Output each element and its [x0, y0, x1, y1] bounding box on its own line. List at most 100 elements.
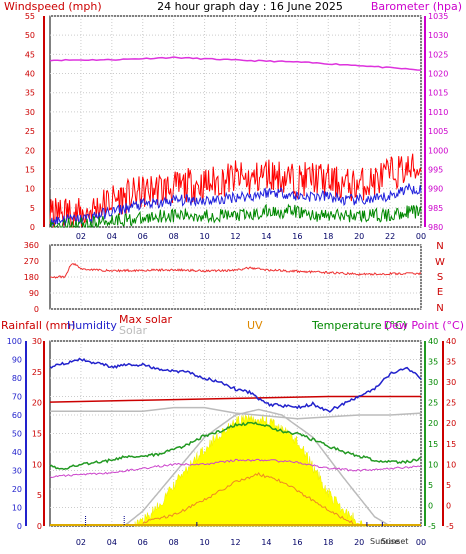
average-wind-series: [50, 183, 422, 227]
wind-barometer-panel: 0510152025303540455055980985990995100010…: [25, 12, 449, 241]
windspeed-tick-label: 55: [25, 12, 35, 21]
compass-label-w: W: [435, 257, 445, 268]
max-solar-legend: Max solar: [119, 313, 172, 326]
rainfall-tick-label: 30: [32, 337, 42, 346]
dew-point-tick-label: 0: [446, 501, 451, 510]
rainfall-tick-label: 25: [32, 368, 42, 377]
wind-direction-series: [49, 262, 422, 279]
humidity-tick-label: 20: [12, 485, 22, 494]
barometer-tick-label: 990: [428, 185, 443, 194]
windspeed-tick-label: 45: [25, 50, 35, 59]
temperature-tick-label: 5: [428, 481, 433, 490]
dew-point-tick-label: 25: [446, 399, 456, 408]
time-tick-label: 18: [323, 538, 333, 547]
time-tick-label: 08: [169, 232, 179, 241]
time-tick-label: 08: [169, 538, 179, 547]
dew-point-axis-title: Dew Point (°C): [384, 319, 464, 332]
barometer-tick-label: 1025: [428, 50, 448, 59]
sunset-label: Sunset: [381, 537, 408, 546]
windspeed-tick-label: 5: [30, 204, 35, 213]
uv-legend: UV: [247, 319, 263, 332]
rainfall-tick-label: 10: [32, 460, 42, 469]
sunrise-label: Sunrise: [370, 537, 400, 546]
uv-series: [142, 471, 360, 527]
humidity-tick-label: 30: [12, 467, 22, 476]
temperature-series: [49, 421, 422, 471]
max-solar-curve: [123, 408, 389, 527]
windspeed-axis-title: Windspeed (mph): [4, 0, 102, 13]
windspeed-tick-label: 35: [25, 89, 35, 98]
rainfall-tick-label: 0: [37, 522, 42, 531]
barometer-axis-title: Barometer (hpa): [371, 0, 462, 13]
dew-point-tick-label: 10: [446, 460, 456, 469]
time-tick-label: 02: [76, 232, 86, 241]
humidity-axis-title: Humidity: [67, 319, 117, 332]
humidity-tick-label: 80: [12, 374, 22, 383]
temperature-tick-label: 30: [428, 378, 438, 387]
humidity-tick-label: 40: [12, 448, 22, 457]
time-tick-label: 10: [199, 538, 209, 547]
humidity-tick-label: 60: [12, 411, 22, 420]
humidity-tick-label: 50: [12, 430, 22, 439]
windspeed-tick-label: 0: [30, 223, 35, 232]
dew-point-series: [49, 458, 422, 479]
compass-label-e: E: [437, 287, 443, 298]
time-tick-label: 06: [138, 232, 148, 241]
solar-series: [50, 406, 422, 420]
compass-label-n-top: N: [436, 241, 443, 252]
time-tick-label: 04: [107, 538, 117, 547]
temperature-tick-label: 15: [428, 440, 438, 449]
dew-point-tick-label: 5: [446, 481, 451, 490]
barometer-tick-label: 995: [428, 165, 443, 174]
dew-point-tick-label: 15: [446, 440, 456, 449]
time-tick-label: 10: [199, 232, 209, 241]
gust-series: [49, 153, 422, 228]
barometer-tick-label: 1010: [428, 108, 448, 117]
barometer-series: [49, 56, 422, 71]
dew-point-tick-label: 35: [446, 358, 456, 367]
barometer-tick-label: 1000: [428, 146, 448, 155]
time-tick-label: 14: [261, 538, 271, 547]
temperature-tick-label: 20: [428, 419, 438, 428]
rainfall-axis-title: Rainfall (mm): [1, 319, 75, 332]
time-tick-label: 20: [354, 538, 364, 547]
chart-title: 24 hour graph day : 16 June 2025: [157, 0, 343, 13]
temperature-tick-label: 25: [428, 399, 438, 408]
barometer-tick-label: 980: [428, 223, 443, 232]
humidity-tick-label: 10: [12, 504, 22, 513]
windspeed-tick-label: 40: [25, 70, 35, 79]
temperature-tick-label: 10: [428, 460, 438, 469]
wind-series: [49, 203, 422, 228]
barometer-tick-label: 1035: [428, 12, 448, 21]
windspeed-tick-label: 15: [25, 165, 35, 174]
temperature-tick-label: 35: [428, 358, 438, 367]
time-tick-label: 16: [292, 232, 302, 241]
direction-tick-label: 360: [24, 241, 39, 250]
compass-label-n-bottom: N: [436, 303, 443, 314]
time-tick-label: 02: [76, 538, 86, 547]
barometer-tick-label: 1015: [428, 89, 448, 98]
solar-legend: Solar: [119, 324, 148, 337]
humidity-tick-label: 70: [12, 393, 22, 402]
time-tick-label: 18: [323, 232, 333, 241]
wind-direction-panel: 0 90 180 270 360: [24, 241, 422, 314]
dew-point-tick-label: 40: [446, 337, 456, 346]
barometer-tick-label: 1005: [428, 127, 448, 136]
temperature-tick-label: -5: [428, 522, 436, 531]
rainfall-tick-label: 20: [32, 399, 42, 408]
windspeed-tick-label: 50: [25, 31, 35, 40]
windspeed-tick-label: 30: [25, 108, 35, 117]
time-tick-label: 00: [416, 232, 426, 241]
time-tick-label: 12: [230, 232, 240, 241]
rainfall-tick-label: 5: [37, 491, 42, 500]
windspeed-tick-label: 20: [25, 146, 35, 155]
time-tick-label: 04: [107, 232, 117, 241]
temperature-tick-label: 0: [428, 501, 433, 510]
humidity-tick-label: 0: [17, 522, 22, 531]
temperature-axis-title: Temperature (°C): [311, 319, 407, 332]
time-tick-label: 06: [138, 538, 148, 547]
dew-point-tick-label: -5: [446, 522, 454, 531]
humidity-tick-label: 90: [12, 356, 22, 365]
